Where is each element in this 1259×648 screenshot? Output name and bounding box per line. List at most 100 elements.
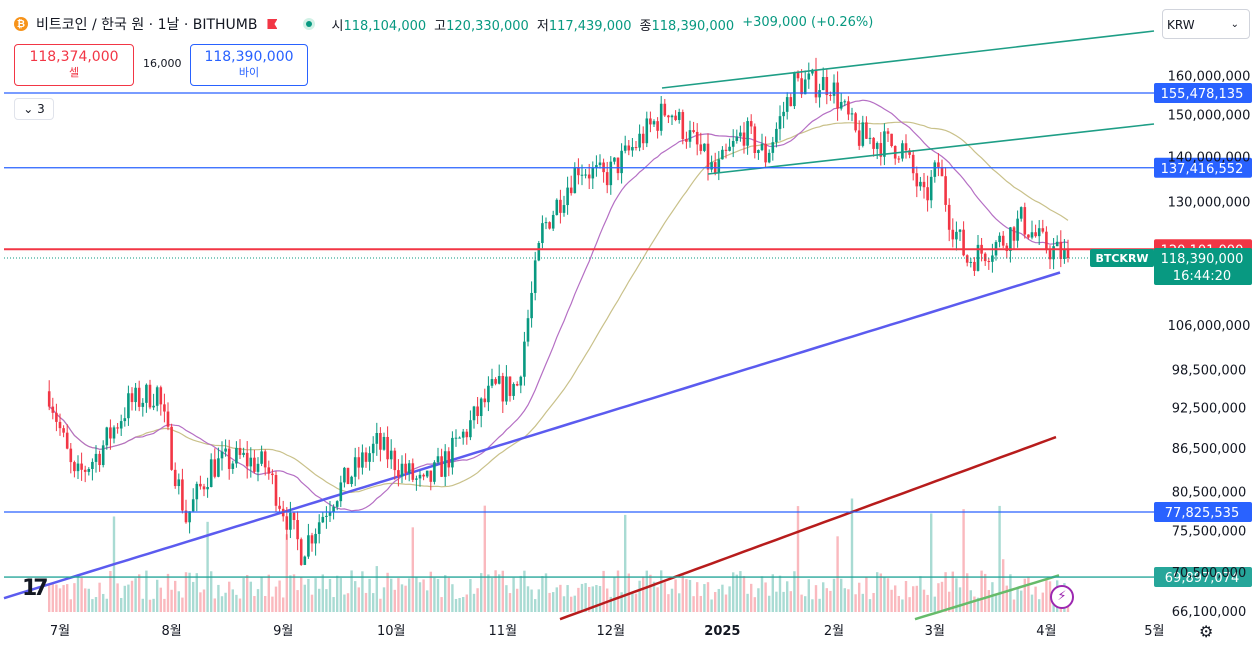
symbol-title[interactable]: 비트코인 / 한국 원 · 1날 · BITHUMB (36, 17, 258, 33)
volume-bar (465, 594, 468, 612)
volume-bar (991, 582, 994, 612)
volume-bar (451, 584, 454, 612)
volume-bar (181, 597, 184, 612)
volume-bar (249, 581, 252, 612)
candle-body (677, 112, 681, 120)
candle-body (829, 95, 832, 97)
candle-body (656, 121, 659, 131)
candle-body (299, 539, 303, 565)
candle-body (548, 222, 551, 229)
volume-bar (814, 585, 818, 612)
volume-bar (876, 572, 879, 612)
volume-bar (670, 588, 674, 612)
candle-body (933, 162, 937, 177)
volume-bar (220, 596, 224, 612)
ma-olive-line (48, 121, 1069, 494)
x-tick-label: 11월 (489, 624, 518, 639)
candle-body (361, 452, 364, 468)
candle-body (497, 376, 501, 384)
candle-body (137, 387, 141, 407)
candle-body (789, 97, 793, 107)
volume-bar (955, 578, 958, 612)
candle-body (940, 166, 944, 177)
candle-body (573, 167, 577, 194)
volume-bar (253, 596, 256, 612)
candle-body (227, 448, 231, 469)
volume-bar (328, 578, 332, 612)
candle-body (458, 437, 461, 439)
candle-body (267, 467, 271, 474)
candle-body (181, 479, 184, 511)
candle-body (983, 253, 987, 262)
candle-body (231, 463, 235, 469)
candle-body (188, 511, 191, 523)
flag-icon[interactable] (267, 19, 278, 29)
volume-bar (699, 595, 702, 612)
candle-body (825, 76, 829, 96)
candle-body (742, 132, 746, 146)
volume-bar (994, 593, 998, 612)
candle-body (141, 402, 145, 407)
volume-bar (789, 591, 792, 612)
gear-icon[interactable]: ⚙ (1199, 622, 1214, 641)
sell-button[interactable]: 118,374,000 셀 (14, 44, 134, 86)
volume-bar (440, 597, 443, 612)
candle-body (659, 103, 663, 131)
candle-body (1059, 241, 1063, 259)
candle-body (627, 145, 631, 151)
volume-bar (354, 581, 357, 612)
candle-body (328, 512, 332, 516)
volume-bar (534, 599, 537, 612)
candle-body (818, 90, 821, 98)
volume-bar (1038, 599, 1041, 612)
candle-body (465, 431, 469, 438)
symbol-tag-box (1090, 249, 1154, 267)
volume-bar (577, 587, 580, 612)
candle-body (271, 473, 274, 476)
volume-bar (300, 577, 303, 612)
candle-body (843, 101, 847, 103)
chevron-down-icon: ⌄ (1230, 19, 1239, 30)
candle-body (58, 421, 62, 429)
volume-bar (264, 596, 267, 612)
candle-body (883, 131, 886, 157)
candle-body (775, 128, 778, 143)
volume-bars (48, 498, 1070, 612)
currency-select[interactable]: KRW ⌄ (1162, 9, 1250, 39)
volume-bar (267, 574, 270, 612)
volume-bar (310, 594, 314, 612)
candle-body (746, 121, 749, 146)
volume-bar (825, 588, 828, 612)
volume-bar (602, 570, 605, 612)
candle-body (1012, 227, 1016, 241)
volume-bar (660, 570, 663, 612)
candle-body (148, 384, 152, 408)
volume-bar (685, 579, 688, 612)
volume-bar (379, 598, 382, 612)
candle-body (47, 391, 51, 407)
buy-button[interactable]: 118,390,000 바이 (190, 44, 308, 86)
volume-bar (325, 589, 328, 612)
candle-body (245, 452, 249, 467)
volume-bar (177, 591, 180, 612)
indicators-collapse-button[interactable]: ⌄ 3 (14, 98, 54, 120)
candle-body (904, 143, 908, 151)
market-status-icon[interactable] (303, 18, 316, 30)
volume-bar (364, 592, 368, 612)
candle-body (501, 376, 505, 402)
tradingview-logo-icon[interactable]: 17 (22, 576, 49, 601)
volume-bar (314, 578, 317, 612)
candle-body (717, 159, 721, 173)
candle-body (375, 432, 379, 444)
volume-bar (51, 583, 54, 612)
volume-bar (775, 591, 778, 612)
volume-bar (292, 574, 296, 612)
volume-bar (202, 589, 206, 612)
volume-bar (397, 578, 400, 612)
candle-body (911, 154, 915, 174)
volume-bar (422, 579, 425, 612)
volume-bar (408, 578, 411, 612)
candle-body (695, 131, 699, 145)
lightning-icon[interactable]: ⚡ (1050, 585, 1074, 609)
